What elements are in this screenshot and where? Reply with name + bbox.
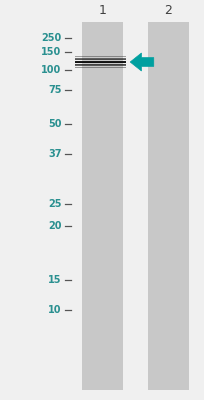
Text: 15: 15 bbox=[48, 275, 61, 285]
Text: 75: 75 bbox=[48, 85, 61, 95]
Text: 250: 250 bbox=[41, 33, 61, 43]
Text: 2: 2 bbox=[163, 4, 171, 16]
Text: 150: 150 bbox=[41, 47, 61, 57]
Text: 100: 100 bbox=[41, 65, 61, 75]
Text: 20: 20 bbox=[48, 221, 61, 231]
Text: 25: 25 bbox=[48, 199, 61, 209]
Bar bbox=[147, 22, 188, 390]
Text: 10: 10 bbox=[48, 305, 61, 315]
Text: 50: 50 bbox=[48, 119, 61, 129]
Text: 37: 37 bbox=[48, 149, 61, 159]
Bar bbox=[82, 22, 122, 390]
FancyArrow shape bbox=[130, 53, 153, 71]
Text: 1: 1 bbox=[98, 4, 106, 16]
